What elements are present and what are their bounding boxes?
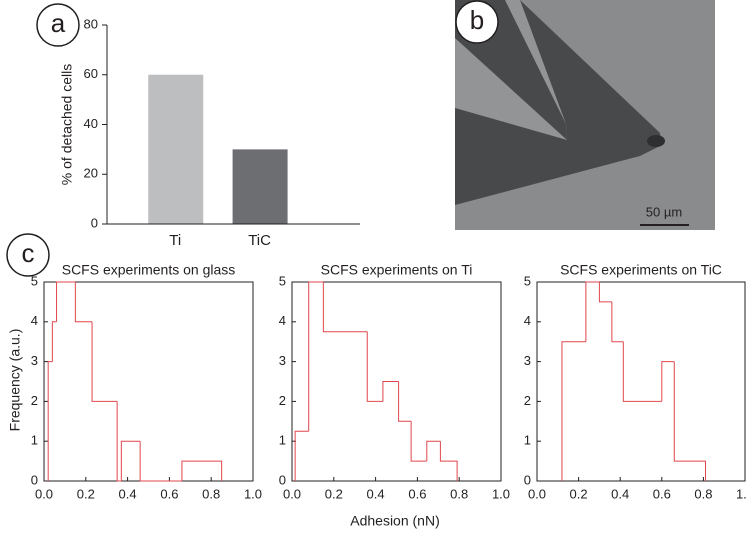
x-tick-label: Ti — [169, 232, 181, 249]
histogram-bin — [56, 281, 76, 322]
histogram-bin — [47, 361, 53, 481]
histogram-bin — [398, 381, 412, 422]
y-tick-label: 0 — [31, 472, 38, 487]
y-tick-label: 5 — [524, 273, 531, 288]
histogram-bin — [120, 440, 141, 481]
x-tick-label: 0.6 — [408, 486, 426, 501]
histogram-bin — [382, 381, 399, 402]
histogram-bin — [322, 282, 368, 333]
histogram-bin — [585, 281, 600, 342]
y-tick-label: 1 — [31, 433, 38, 448]
histogram-bin — [139, 441, 182, 482]
x-tick-label: 0.4 — [367, 486, 385, 501]
chart-title: SCFS experiments on TiC — [560, 262, 722, 278]
panel-label: c — [22, 238, 35, 268]
panel-label: a — [51, 8, 66, 38]
bar — [232, 149, 288, 224]
x-tick-label: 1.0 — [736, 486, 747, 501]
x-axis-label: Adhesion (nN) — [350, 513, 440, 529]
y-tick-label: 4 — [31, 313, 38, 328]
y-tick-label: 40 — [84, 116, 98, 131]
x-tick-label: 0.0 — [528, 486, 546, 501]
y-axis-label: % of detached cells — [59, 64, 75, 185]
x-tick-label: 0.0 — [35, 486, 53, 501]
scale-bar-label: 50 µm — [646, 204, 682, 219]
x-tick-label: 0.2 — [570, 486, 588, 501]
bar — [148, 74, 204, 224]
histogram-bin — [74, 282, 93, 323]
y-tick-label: 4 — [279, 313, 286, 328]
histogram-bin — [410, 421, 427, 462]
x-tick-label: 1.0 — [244, 486, 262, 501]
histogram-bin — [673, 361, 706, 481]
y-tick-label: 0 — [524, 472, 531, 487]
y-tick-label: 60 — [84, 66, 98, 81]
chart-title: SCFS experiments on Ti — [321, 262, 473, 278]
y-tick-label: 2 — [279, 393, 286, 408]
y-tick-label: 4 — [524, 313, 531, 328]
micrograph — [455, 0, 715, 230]
y-tick-label: 3 — [31, 353, 38, 368]
x-tick-label: TiC — [248, 232, 271, 249]
y-tick-label: 3 — [279, 353, 286, 368]
y-tick-label: 20 — [84, 166, 98, 181]
histogram-bin — [426, 440, 441, 462]
histogram-bin — [561, 341, 586, 481]
x-tick-label: 0.2 — [77, 486, 95, 501]
y-tick-label: 1 — [524, 433, 531, 448]
panel-label-c: c — [6, 233, 50, 277]
panel-label-b: b — [455, 0, 499, 44]
histogram-bin — [91, 321, 118, 402]
x-tick-label: 0.8 — [450, 486, 468, 501]
histogram-bin — [622, 341, 662, 402]
y-tick-label: 0 — [279, 472, 286, 487]
axes — [106, 25, 360, 225]
panel-label: b — [470, 5, 484, 35]
x-tick-label: 0.4 — [119, 486, 137, 501]
histogram-bin — [661, 361, 675, 402]
histogram-bin — [611, 301, 624, 343]
y-tick-label: 5 — [31, 273, 38, 288]
y-axis-label: Frequency (a.u.) — [7, 329, 23, 432]
x-tick-label: 0.8 — [202, 486, 220, 501]
histogram-bin — [294, 430, 309, 481]
x-tick-label: 0.0 — [283, 486, 301, 501]
histogram-bin — [51, 321, 57, 362]
histogram-bin — [598, 282, 612, 303]
plot-frame — [291, 281, 502, 482]
panel-label-a: a — [36, 3, 80, 47]
histogram-bin — [181, 460, 223, 481]
histogram-bin — [308, 281, 324, 432]
plot-frame — [536, 281, 746, 482]
y-tick-label: 5 — [279, 273, 286, 288]
x-tick-label: 0.2 — [325, 486, 343, 501]
x-tick-label: 0.6 — [160, 486, 178, 501]
histogram-bin — [439, 441, 458, 481]
x-tick-label: 0.8 — [694, 486, 712, 501]
y-tick-label: 1 — [279, 433, 286, 448]
y-tick-label: 2 — [31, 393, 38, 408]
y-tick-label: 2 — [524, 393, 531, 408]
x-tick-label: 0.6 — [653, 486, 671, 501]
y-tick-label: 3 — [524, 353, 531, 368]
x-tick-label: 1.0 — [492, 486, 510, 501]
x-tick-label: 0.4 — [611, 486, 629, 501]
y-tick-label: 0 — [91, 215, 98, 230]
chart-title: SCFS experiments on glass — [62, 262, 236, 278]
histogram-bin — [366, 331, 383, 402]
y-tick-label: 80 — [84, 16, 98, 31]
histogram-bin — [116, 401, 122, 482]
